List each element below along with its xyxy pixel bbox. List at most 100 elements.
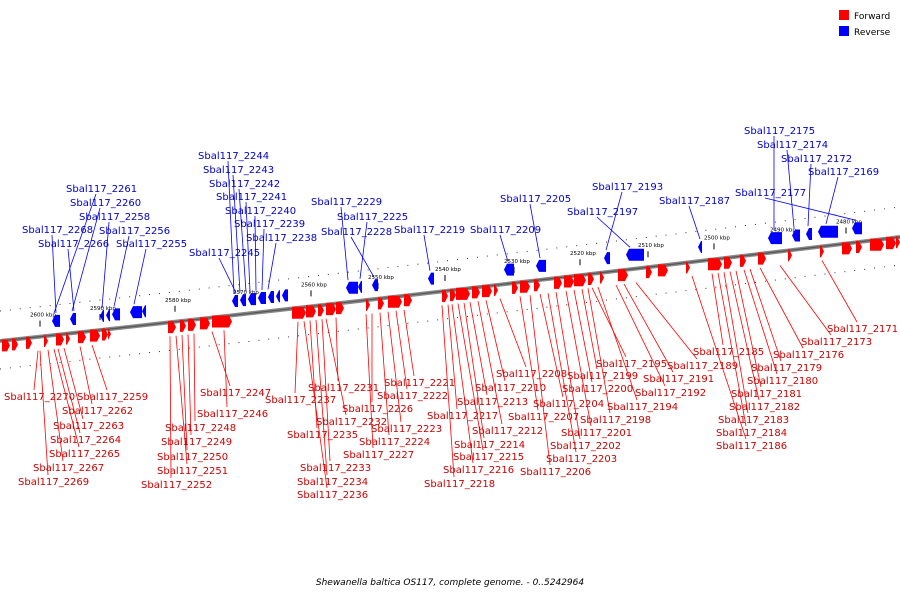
forward-gene-label: Sbal117_2250: [157, 452, 228, 463]
forward-leader-line: [441, 305, 455, 478]
forward-leader-line: [581, 288, 598, 370]
reverse-gene-arrow: [240, 294, 246, 307]
forward-gene-arrow: [758, 252, 766, 265]
reverse-gene-label: Sbal117_2197: [567, 207, 638, 218]
forward-gene-label: Sbal117_2247: [200, 388, 271, 399]
reverse-gene-label: Sbal117_2244: [198, 151, 269, 162]
forward-leader-line: [711, 273, 724, 346]
forward-leader-line: [309, 320, 318, 429]
forward-gene-arrow: [554, 276, 562, 289]
forward-gene-arrow: [318, 304, 324, 317]
forward-gene-label: Sbal117_2207: [508, 412, 579, 423]
forward-leader-line: [33, 350, 39, 391]
forward-gene-arrow: [378, 297, 384, 310]
reverse-gene-arrow: [428, 272, 434, 285]
legend-forward-swatch: [839, 10, 849, 20]
reverse-gene-label: Sbal117_2242: [209, 179, 280, 190]
reverse-gene-label: Sbal117_2238: [246, 233, 317, 244]
reverse-gene-label: Sbal117_2225: [337, 212, 408, 223]
forward-gene-label: Sbal117_2252: [141, 480, 212, 491]
forward-gene-label: Sbal117_2216: [443, 465, 514, 476]
forward-gene-label: Sbal117_2182: [729, 402, 800, 413]
reverse-gene-label: Sbal117_2169: [808, 167, 879, 178]
forward-gene-arrow: [168, 321, 176, 334]
reverse-gene-arrow: [276, 290, 280, 303]
chromosome-core: [0, 236, 900, 342]
forward-leader-line: [294, 321, 299, 394]
forward-leader-line: [587, 288, 611, 414]
forward-gene-label: Sbal117_2173: [801, 337, 872, 348]
forward-leader-line: [469, 302, 488, 396]
forward-gene-label: Sbal117_2181: [731, 389, 802, 400]
forward-leader-line: [743, 269, 778, 375]
forward-gene-label: Sbal117_2212: [472, 426, 543, 437]
forward-gene-arrow: [56, 333, 64, 346]
forward-gene-arrow: [482, 285, 492, 298]
forward-gene-label: Sbal117_2222: [377, 391, 448, 402]
reverse-leader-line: [350, 236, 375, 278]
reverse-leader-line: [113, 235, 130, 307]
tick-label: 2570 kbp: [233, 290, 259, 296]
forward-gene-label: Sbal117_2246: [197, 409, 268, 420]
reverse-gene-arrow: [358, 280, 362, 293]
forward-gene-label: Sbal117_2251: [157, 466, 228, 477]
reverse-gene-arrow: [142, 305, 146, 318]
forward-leader-line: [39, 350, 49, 476]
forward-leader-line: [395, 310, 408, 390]
reverse-gene-arrow: [806, 227, 812, 240]
forward-gene-label: Sbal117_2223: [371, 424, 442, 435]
forward-gene-arrow: [366, 298, 370, 311]
reverse-gene-label: Sbal117_2268: [22, 225, 93, 236]
forward-gene-label: Sbal117_2267: [33, 463, 104, 474]
forward-leader-line: [735, 270, 762, 388]
reverse-gene-label: Sbal117_2241: [216, 192, 287, 203]
legend-forward-label: Forward: [854, 12, 890, 22]
reverse-leader-line: [786, 149, 795, 228]
reverse-gene-arrow: [604, 252, 610, 265]
forward-gene-arrow: [102, 328, 108, 341]
forward-gene-arrow: [2, 339, 10, 352]
forward-gene-arrow: [788, 249, 792, 262]
forward-leader-line: [63, 347, 84, 420]
forward-leader-line: [387, 311, 402, 423]
forward-gene-label: Sbal117_2227: [343, 450, 414, 461]
reverse-leader-line: [340, 206, 349, 281]
reverse-gene-arrow: [248, 293, 256, 306]
reverse-gene-arrow: [818, 225, 838, 238]
forward-leader-line: [635, 282, 698, 360]
forward-leader-line: [321, 319, 331, 462]
forward-leader-line: [379, 312, 390, 436]
reverse-leader-line: [529, 203, 541, 259]
forward-gene-arrow: [740, 254, 746, 267]
forward-gene-arrow: [494, 284, 498, 297]
reverse-leader-line: [71, 207, 101, 312]
forward-gene-label: Sbal117_2171: [827, 324, 898, 335]
forward-gene-label: Sbal117_2213: [457, 397, 528, 408]
forward-gene-label: Sbal117_2200: [562, 384, 633, 395]
legend-reverse-swatch: [839, 26, 849, 36]
forward-gene-label: Sbal117_2179: [751, 363, 822, 374]
forward-gene-label: Sbal117_2198: [580, 415, 651, 426]
forward-gene-label: Sbal117_2226: [342, 404, 413, 415]
forward-gene-label: Sbal117_2204: [533, 399, 604, 410]
forward-gene-arrow: [856, 240, 862, 253]
forward-gene-label: Sbal117_2231: [308, 383, 379, 394]
reverse-leader-line: [101, 221, 110, 308]
forward-gene-arrow: [618, 269, 628, 282]
forward-leader-line: [181, 334, 188, 451]
forward-gene-label: Sbal117_2215: [453, 452, 524, 463]
reverse-gene-arrow: [792, 229, 800, 242]
forward-gene-arrow: [188, 318, 196, 331]
tick-label: 2510 kbp: [638, 243, 664, 249]
forward-gene-label: Sbal117_2195: [596, 359, 667, 370]
forward-gene-arrow: [78, 331, 86, 344]
forward-gene-label: Sbal117_2263: [53, 421, 124, 432]
forward-leader-line: [615, 284, 666, 387]
forward-gene-arrow: [336, 302, 344, 315]
forward-gene-label: Sbal117_2176: [773, 350, 844, 361]
reverse-gene-arrow: [698, 241, 702, 254]
forward-leader-line: [759, 267, 804, 349]
forward-gene-arrow: [886, 237, 896, 250]
forward-gene-label: Sbal117_2264: [50, 435, 121, 446]
